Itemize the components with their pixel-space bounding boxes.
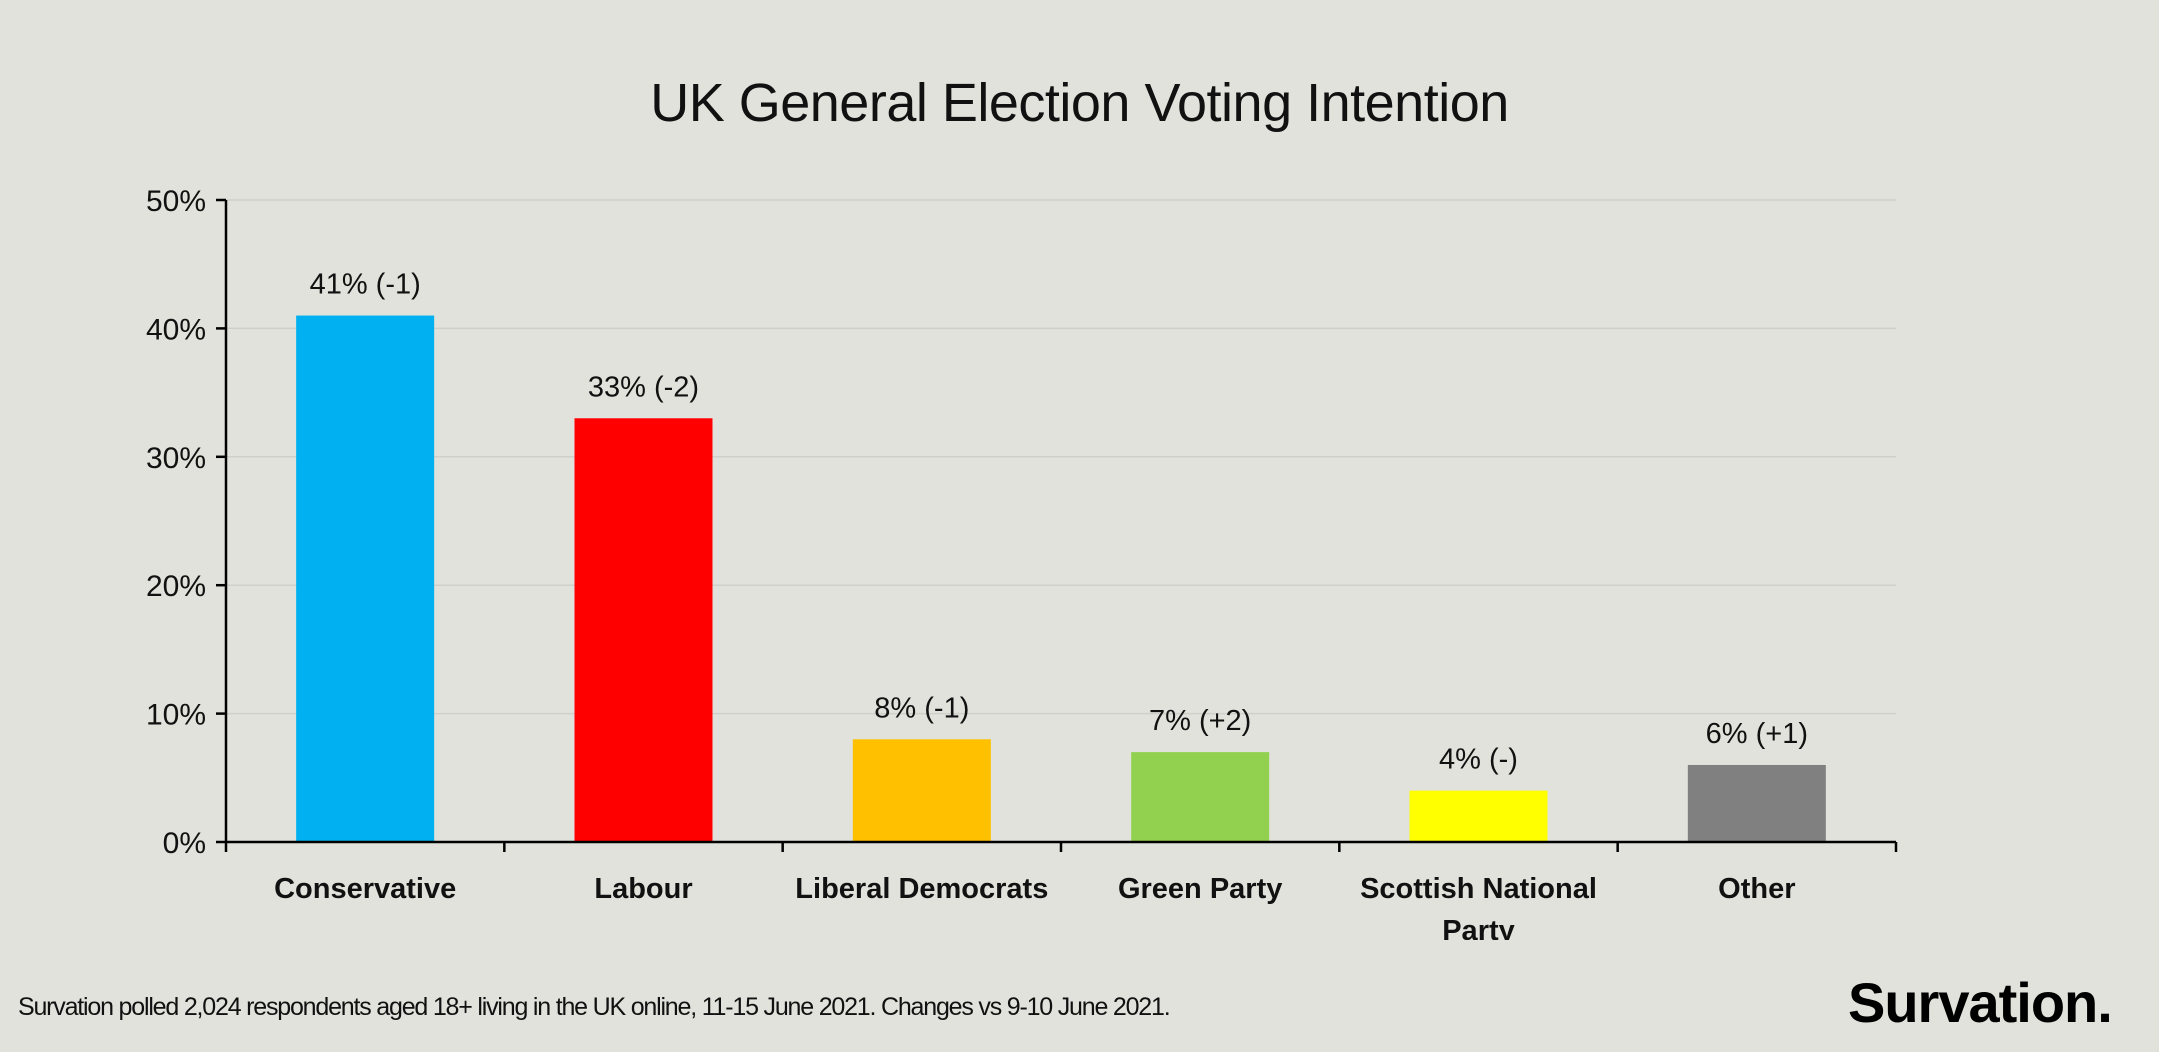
data-label: 6% (+1) bbox=[1706, 718, 1808, 750]
x-tick-label: Party bbox=[1442, 915, 1515, 940]
y-tick-label: 0% bbox=[163, 827, 206, 860]
y-tick-label: 40% bbox=[146, 313, 206, 346]
x-tick-label: Labour bbox=[594, 873, 692, 905]
x-tick-label: Green Party bbox=[1118, 873, 1282, 905]
bar-labour bbox=[574, 418, 713, 842]
data-label: 7% (+2) bbox=[1149, 705, 1251, 737]
x-tick-label: Other bbox=[1718, 873, 1795, 905]
data-label: 4% (-) bbox=[1439, 744, 1518, 776]
bar-other bbox=[1687, 764, 1826, 842]
footer-note: Survation polled 2,024 respondents aged … bbox=[18, 993, 1171, 1021]
x-tick-label: Conservative bbox=[274, 873, 456, 905]
x-tick-label: Liberal Democrats bbox=[795, 873, 1048, 905]
y-tick-label: 10% bbox=[146, 699, 206, 732]
chart-title: UK General Election Voting Intention bbox=[650, 73, 1509, 133]
bar-liberal-democrats bbox=[852, 739, 991, 842]
data-label: 41% (-1) bbox=[310, 269, 421, 301]
bar-conservative bbox=[296, 315, 435, 842]
y-tick-label: 20% bbox=[146, 570, 206, 603]
bar-chart: 0% 10% 20% 30% 40% 50% 41% (-1) Conservative 33%… bbox=[146, 185, 1898, 940]
data-label: 33% (-2) bbox=[588, 371, 699, 403]
bar-scottish-national-party bbox=[1409, 790, 1548, 842]
x-tick-label: Scottish National bbox=[1360, 873, 1597, 905]
y-tick-label: 50% bbox=[146, 185, 206, 218]
bar-green-party bbox=[1131, 752, 1270, 842]
survation-logo: Survation. bbox=[1848, 971, 2113, 1034]
data-label: 8% (-1) bbox=[874, 692, 969, 724]
y-tick-label: 30% bbox=[146, 442, 206, 475]
